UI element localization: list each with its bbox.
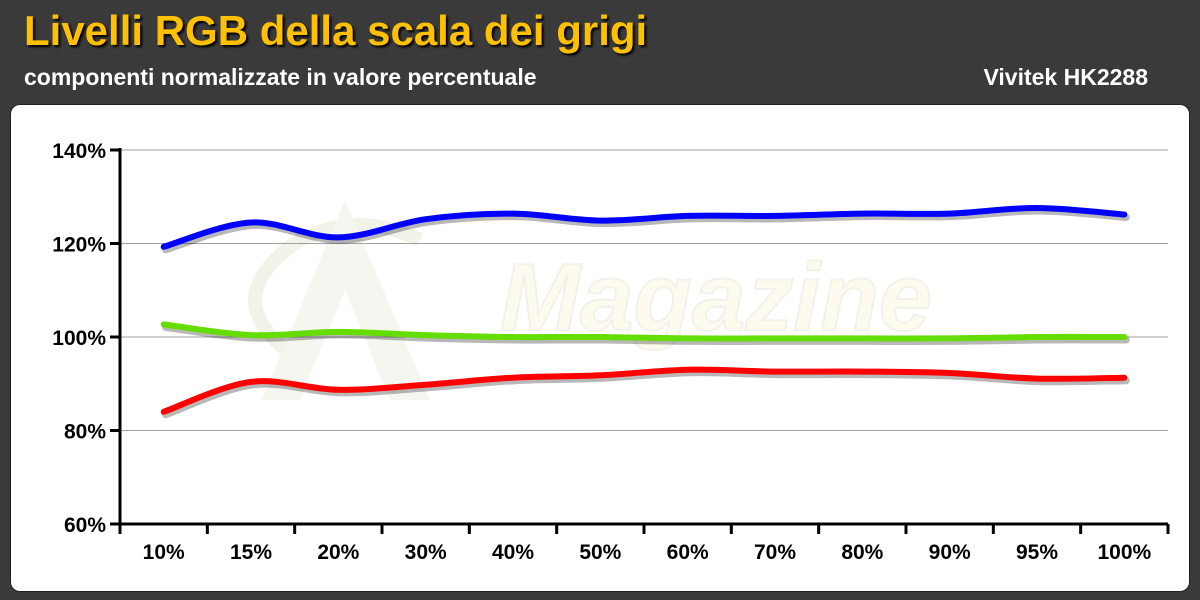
x-tick-label-80%: 80% [841, 541, 883, 564]
series-lines [160, 204, 1130, 419]
x-tick-label-50%: 50% [579, 541, 621, 564]
series-0-line [160, 204, 1128, 250]
x-tick-label-60%: 60% [667, 541, 709, 564]
y-tick-label-80: 80% [64, 421, 106, 444]
series-2-line [160, 366, 1128, 415]
x-tick-label-30%: 30% [405, 541, 447, 564]
x-axis-labels: 10% 15% 20% 30% 40% 50% 60% 70% 80% 90% 95% 100% [143, 541, 1152, 564]
y-tick-label-60: 60% [64, 514, 106, 537]
watermark-logo: Magazine [248, 200, 933, 400]
x-tick-label-20%: 20% [317, 541, 359, 564]
y-tick-label-120: 120% [52, 234, 106, 257]
series-1-line [160, 321, 1128, 342]
x-tick-label-15%: 15% [230, 541, 272, 564]
header: Livelli RGB della scala dei grigi compon… [0, 0, 1200, 104]
watermark-triangle [262, 200, 430, 400]
y-tick-label-140: 140% [52, 140, 106, 163]
y-axis-labels: 60% 80% 100% 120% 140% [52, 140, 106, 537]
axes [110, 148, 1170, 534]
chart-panel [10, 104, 1190, 592]
brand-label: Vivitek HK2288 [983, 64, 1148, 90]
x-tick-label-40%: 40% [492, 541, 534, 564]
x-tick-label-70%: 70% [754, 541, 796, 564]
watermark-swoosh [248, 218, 424, 366]
x-tick-label-90%: 90% [929, 541, 971, 564]
x-tick-label-10%: 10% [143, 541, 185, 564]
chart-title: Livelli RGB della scala dei grigi [24, 7, 648, 54]
chart-subtitle: componenti normalizzate in valore percen… [24, 64, 537, 90]
watermark-text: Magazine [500, 244, 932, 351]
series-2-shadow [162, 369, 1130, 419]
x-tick-label-95%: 95% [1016, 541, 1058, 564]
y-tick-label-100: 100% [52, 327, 106, 350]
x-tick-label-100%: 100% [1097, 541, 1151, 564]
